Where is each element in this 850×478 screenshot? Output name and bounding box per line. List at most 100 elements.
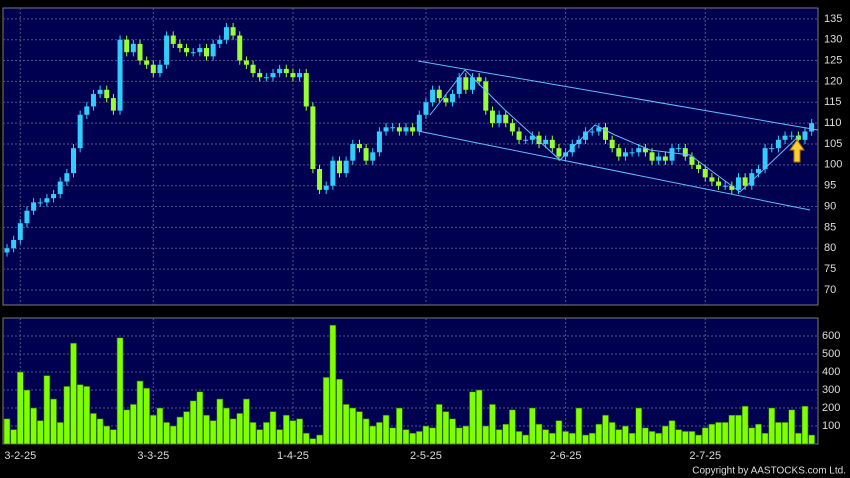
volume-bar	[276, 429, 283, 445]
volume-bar	[788, 409, 796, 445]
candle-body	[263, 77, 269, 79]
volume-bar	[183, 411, 190, 445]
candle-body	[769, 148, 775, 150]
candle-body	[363, 148, 369, 161]
candle-body	[476, 77, 482, 82]
volume-bar	[548, 432, 556, 445]
volume-bar	[715, 422, 722, 445]
volume-bar	[249, 422, 257, 445]
volume-bar	[668, 420, 676, 445]
volume-bar	[635, 407, 643, 445]
volume-bar	[475, 389, 483, 445]
volume-bar	[462, 425, 470, 445]
candle-body	[390, 127, 396, 129]
volume-bar	[489, 404, 496, 445]
volume-bar	[229, 418, 237, 445]
candle-body	[755, 169, 761, 174]
candle-body	[589, 131, 595, 133]
y-tick-label: 100	[824, 159, 842, 171]
volume-bar	[76, 384, 84, 445]
volume-bar	[588, 432, 596, 445]
volume-bar	[595, 423, 603, 445]
volume-bar	[449, 418, 456, 445]
candle-body	[64, 173, 70, 182]
candle-body	[416, 114, 422, 132]
candle-body	[24, 210, 30, 224]
volume-bar	[282, 414, 290, 445]
volume-bar	[655, 432, 663, 445]
volume-bar	[442, 411, 450, 445]
volume-bar	[628, 432, 636, 445]
volume-bar	[728, 414, 736, 445]
candle-body	[104, 89, 110, 99]
candle-body	[204, 48, 209, 57]
volume-bar	[10, 429, 17, 445]
candle-body	[622, 152, 628, 157]
volume-bar	[662, 425, 669, 445]
volume-bar	[415, 431, 423, 445]
candle-body	[31, 202, 37, 211]
candle-body	[51, 194, 57, 199]
candles	[4, 23, 815, 257]
candle-body	[789, 135, 795, 137]
volume-bar	[781, 422, 789, 445]
candle-body	[77, 114, 83, 149]
volume-bar	[150, 414, 157, 445]
volume-bar	[748, 427, 756, 445]
x-tick-label: 2-6-25	[550, 450, 582, 462]
volume-bar	[522, 434, 530, 445]
volume-bar	[316, 434, 323, 445]
candle-body	[483, 81, 489, 111]
candle-body	[596, 127, 602, 132]
x-tick-label: 3-2-25	[4, 450, 36, 462]
candle-body	[636, 148, 642, 153]
candle-body	[436, 89, 442, 99]
volume-bar	[755, 423, 762, 445]
candle-body	[396, 127, 402, 132]
candle-body	[330, 160, 336, 186]
price-panel	[2, 7, 819, 306]
volume-bar	[329, 324, 337, 445]
candle-body	[456, 77, 462, 94]
volume-bar	[83, 386, 91, 445]
candle-body	[190, 52, 196, 54]
candle-body	[290, 73, 296, 78]
candle-body	[749, 173, 755, 186]
y-tick-label: 125	[824, 54, 842, 66]
y-tick-label: 85	[824, 221, 836, 233]
volume-bar	[741, 405, 749, 445]
candle-body	[84, 106, 90, 115]
volume-bar	[615, 429, 623, 445]
volume-bar	[529, 407, 536, 445]
candle-body	[243, 60, 249, 65]
volume-bar	[36, 420, 44, 445]
volume-bar	[602, 414, 609, 445]
candle-body	[370, 152, 376, 161]
volume-bar	[648, 431, 656, 445]
arrow	[789, 139, 805, 163]
candle-body	[656, 156, 662, 161]
volume-bar	[409, 432, 416, 445]
candle-body	[110, 98, 116, 111]
candle-body	[270, 73, 276, 78]
y-tick-label: 120	[824, 75, 842, 87]
candle-body	[556, 148, 562, 157]
volume-bar	[223, 407, 230, 445]
y-tick-label: 80	[824, 242, 836, 254]
candle-body	[164, 35, 170, 65]
y-tick-label: 135	[824, 13, 842, 25]
y-tick-label: 90	[824, 200, 836, 212]
candle-body	[775, 139, 781, 149]
volume-bar	[502, 423, 510, 445]
volume-bar	[396, 407, 403, 445]
volume-bar	[116, 337, 124, 445]
volume-bar	[801, 405, 809, 445]
candle-body	[90, 93, 96, 107]
volume-bar	[169, 425, 177, 445]
volume-bar	[56, 422, 64, 445]
candle-body	[310, 106, 316, 170]
candle-body	[450, 93, 456, 103]
volume-bar	[63, 386, 71, 445]
candle-body	[117, 39, 123, 111]
